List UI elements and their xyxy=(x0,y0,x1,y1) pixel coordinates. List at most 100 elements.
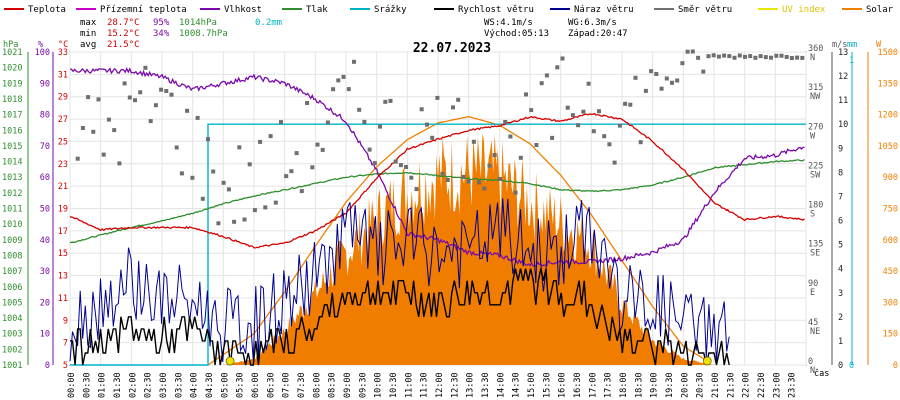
legend-label: Směr větru xyxy=(678,5,732,15)
wind-dir-point xyxy=(445,178,450,182)
wind-dir-point xyxy=(273,200,278,205)
stat-min-hum: 34% xyxy=(153,29,170,39)
legend-label: Náraz větru xyxy=(574,5,634,15)
wind-dir-point xyxy=(659,86,664,91)
wind-dir-point xyxy=(508,134,513,139)
dir-tick-label: 360 xyxy=(808,44,823,54)
stat-sunset: Západ:20:47 xyxy=(568,29,628,39)
x-tick-label: 16:30 xyxy=(573,372,583,398)
rain-tick-label: 0 xyxy=(849,361,854,371)
legend-label: Přízemní teplota xyxy=(100,5,187,15)
wind-dir-point xyxy=(138,90,143,95)
x-tick-label: 23:00 xyxy=(772,372,782,398)
stat-max-rain: 0.2mm xyxy=(255,18,282,28)
wind-dir-point xyxy=(101,152,106,157)
solar-tick-label: 750 xyxy=(883,205,898,215)
x-tick-label: 17:30 xyxy=(604,372,614,398)
wind-dir-point xyxy=(200,196,205,201)
wind-dir-point xyxy=(352,59,356,64)
sunset-marker xyxy=(702,356,712,366)
stat-max-hum: 95% xyxy=(153,18,170,28)
wind-dir-point xyxy=(378,124,382,129)
wind-dir-point xyxy=(190,175,195,180)
wind-tick-label: 0 xyxy=(838,361,843,371)
wind-dir-point xyxy=(529,108,534,113)
wind-dir-point xyxy=(524,92,528,97)
wind-dir-point xyxy=(232,219,237,224)
wind-dir-point xyxy=(216,221,221,226)
stat-max-temp: 28.7°C xyxy=(107,18,140,28)
wind-dir-point xyxy=(362,119,367,124)
temp-tick-label: 27 xyxy=(58,115,68,125)
wind-dir-point xyxy=(398,163,403,168)
x-tick-label: 21:00 xyxy=(711,372,721,398)
temp-tick-label: 33 xyxy=(58,48,68,58)
wind-dir-point xyxy=(664,76,669,81)
x-tick-label: 03:00 xyxy=(159,372,169,398)
x-tick-label: 04:00 xyxy=(190,372,200,398)
wind-dir-point xyxy=(133,98,137,103)
wind-dir-point xyxy=(174,145,179,150)
stat-max-label: max xyxy=(80,18,97,28)
wind-dir-point xyxy=(86,95,91,100)
x-tick-label: 07:30 xyxy=(297,372,307,398)
stat-sunrise: Východ:05:13 xyxy=(484,29,549,39)
temp-tick-label: 25 xyxy=(58,137,68,147)
hum-tick-label: 60 xyxy=(40,173,50,183)
wind-dir-point xyxy=(550,135,555,140)
wind-dir-point xyxy=(112,128,117,133)
wind-dir-point xyxy=(80,126,85,130)
press-tick-label: 1008 xyxy=(2,251,22,261)
press-tick-label: 1001 xyxy=(2,361,22,371)
wind-dir-point xyxy=(560,56,565,61)
legend-label: UV index xyxy=(782,5,826,15)
press-tick-label: 1013 xyxy=(2,173,22,183)
x-tick-label: 10:30 xyxy=(389,372,399,398)
stat-ws: WS:4.1m/s xyxy=(484,18,533,28)
wind-dir-point xyxy=(581,109,586,114)
wind-dir-point xyxy=(753,55,758,60)
wind-dir-point xyxy=(91,129,96,134)
wind-dir-point xyxy=(612,160,617,165)
wind-dir-point xyxy=(127,95,132,100)
hum-tick-label: 0 xyxy=(45,361,50,371)
temp-tick-label: 17 xyxy=(58,227,68,237)
press-tick-label: 1015 xyxy=(2,142,22,152)
wind-dir-point xyxy=(148,119,153,124)
temp-tick-label: 29 xyxy=(58,93,68,103)
x-tick-label: 18:30 xyxy=(634,372,644,398)
temp-tick-label: 7 xyxy=(63,339,68,349)
press-tick-label: 1017 xyxy=(2,111,22,121)
rain-tick-label: 1 xyxy=(849,56,854,66)
press-tick-label: 1006 xyxy=(2,283,22,293)
dir-compass-label: NE xyxy=(810,327,820,337)
wind-dir-point xyxy=(570,113,575,118)
sunrise-marker xyxy=(225,356,235,366)
wind-tick-label: 9 xyxy=(838,144,843,154)
wind-dir-point xyxy=(294,151,299,156)
wind-dir-point xyxy=(732,55,737,60)
wind-tick-label: 10 xyxy=(838,120,848,130)
solar-tick-label: 1200 xyxy=(878,111,898,121)
wind-tick-label: 3 xyxy=(838,289,843,299)
wind-dir-point xyxy=(680,61,685,66)
x-tick-label: 02:00 xyxy=(128,372,138,398)
wind-dir-point xyxy=(795,55,800,60)
wind-dir-point xyxy=(252,208,257,213)
stat-wg: WG:6.3m/s xyxy=(568,18,617,28)
wind-tick-label: 2 xyxy=(838,313,843,323)
x-tick-label: 00:30 xyxy=(82,372,92,398)
wind-dir-point xyxy=(784,55,789,59)
wind-dir-point xyxy=(393,159,398,164)
wind-tick-label: 7 xyxy=(838,192,843,202)
x-tick-label: 12:30 xyxy=(450,372,460,398)
wind-dir-point xyxy=(336,78,341,83)
x-tick-label: 15:30 xyxy=(542,372,552,398)
wind-dir-point xyxy=(414,187,419,192)
x-tick-label: 20:00 xyxy=(680,372,690,398)
wind-dir-point xyxy=(779,53,784,58)
wind-dir-point xyxy=(383,99,388,104)
wind-dir-point xyxy=(331,87,336,92)
wind-tick-label: 13 xyxy=(838,48,848,58)
solar-tick-label: 1500 xyxy=(878,48,898,58)
